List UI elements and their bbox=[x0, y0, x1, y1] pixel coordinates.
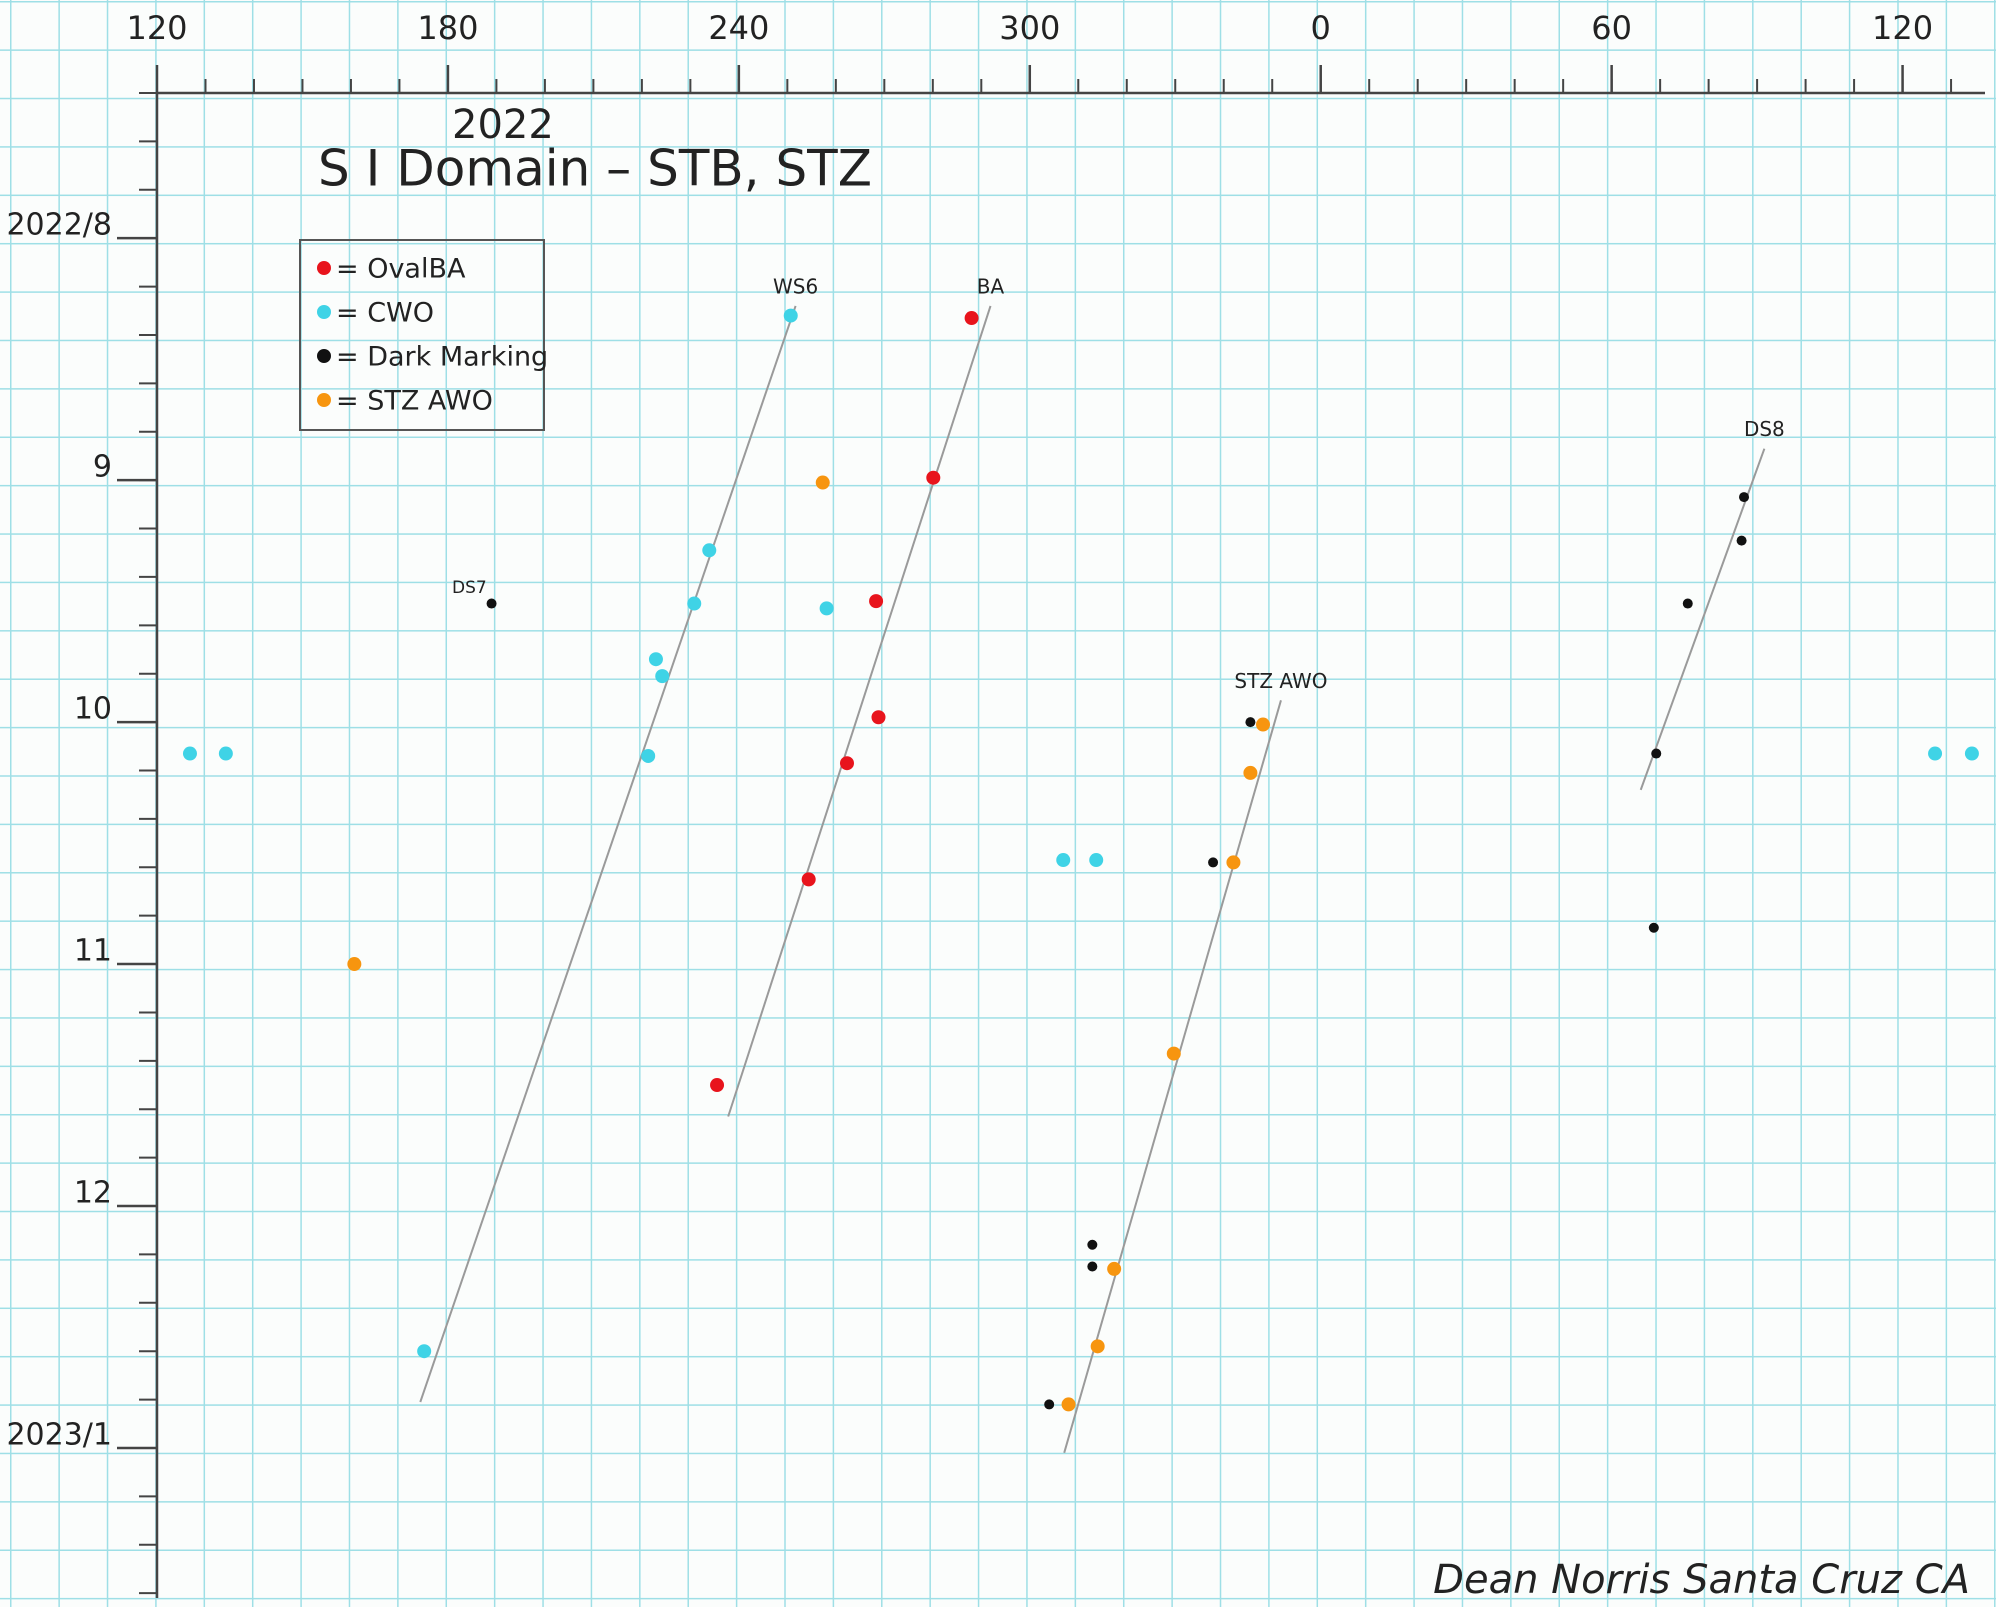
point bbox=[486, 598, 497, 609]
x-tick-label: 180 bbox=[417, 9, 478, 47]
point bbox=[1243, 765, 1258, 780]
point bbox=[815, 475, 830, 490]
point bbox=[1087, 1261, 1098, 1272]
legend-label: = STZ AWO bbox=[336, 386, 493, 417]
annotation: DS7 bbox=[452, 578, 487, 598]
point bbox=[964, 311, 979, 326]
legend-marker bbox=[317, 349, 331, 363]
trend-line bbox=[1063, 700, 1282, 1454]
trend-line-label: BA bbox=[977, 274, 1005, 298]
x-tick-label: 120 bbox=[126, 9, 187, 47]
x-tick-label: 60 bbox=[1591, 9, 1632, 47]
signature: Dean Norris Santa Cruz CA bbox=[1433, 1557, 1970, 1603]
chart-title: 2022 bbox=[452, 102, 554, 148]
trend-line-label: DS8 bbox=[1744, 417, 1785, 441]
point bbox=[801, 872, 816, 887]
point bbox=[926, 470, 941, 485]
point bbox=[1928, 746, 1943, 761]
point bbox=[1166, 1046, 1181, 1061]
point bbox=[687, 596, 702, 611]
x-tick-label: 0 bbox=[1311, 9, 1331, 47]
point bbox=[347, 957, 362, 972]
point bbox=[1089, 853, 1104, 868]
legend-label: = CWO bbox=[336, 298, 434, 329]
point bbox=[1651, 748, 1662, 759]
trend-line-label: WS6 bbox=[773, 274, 818, 298]
y-tick-label: 2023/1 bbox=[6, 1417, 112, 1452]
point bbox=[1090, 1339, 1105, 1354]
point bbox=[182, 746, 197, 761]
x-tick-label: 300 bbox=[999, 9, 1060, 47]
point bbox=[1648, 922, 1659, 933]
point bbox=[1245, 717, 1256, 728]
legend-label: = Dark Marking bbox=[336, 342, 548, 373]
point bbox=[1226, 855, 1241, 870]
point bbox=[1056, 853, 1071, 868]
point bbox=[783, 308, 798, 323]
point bbox=[1964, 746, 1979, 761]
y-tick-label: 11 bbox=[74, 934, 112, 969]
trend-line-label: STZ AWO bbox=[1234, 669, 1327, 693]
point bbox=[1107, 1261, 1122, 1276]
legend-box bbox=[299, 239, 545, 431]
point bbox=[869, 594, 884, 609]
point bbox=[710, 1078, 725, 1093]
trend-line bbox=[419, 305, 797, 1403]
legend-label: = OvalBA bbox=[336, 254, 466, 285]
trend-line bbox=[727, 305, 992, 1117]
point bbox=[1061, 1397, 1076, 1412]
point bbox=[1208, 857, 1219, 868]
point bbox=[655, 669, 670, 684]
x-tick-label: 120 bbox=[1872, 9, 1933, 47]
point bbox=[871, 710, 886, 725]
point bbox=[1682, 598, 1693, 609]
point bbox=[1256, 717, 1271, 732]
point bbox=[1739, 492, 1750, 503]
point bbox=[819, 601, 834, 616]
x-tick-label: 240 bbox=[708, 9, 769, 47]
chart-subtitle: S I Domain – STB, STZ bbox=[318, 140, 872, 198]
point bbox=[641, 748, 656, 763]
trend-line bbox=[1639, 448, 1766, 791]
y-tick-label: 10 bbox=[74, 692, 112, 727]
legend-marker bbox=[317, 261, 331, 275]
point bbox=[1736, 535, 1747, 546]
point bbox=[648, 652, 663, 667]
y-tick-label: 2022/8 bbox=[6, 208, 112, 243]
point bbox=[1087, 1239, 1098, 1250]
y-tick-label: 12 bbox=[74, 1176, 112, 1211]
point bbox=[839, 756, 854, 771]
legend-marker bbox=[317, 393, 331, 407]
point bbox=[702, 543, 717, 558]
legend-marker bbox=[317, 305, 331, 319]
point bbox=[1044, 1399, 1055, 1410]
y-tick-label: 9 bbox=[93, 450, 112, 485]
point bbox=[218, 746, 233, 761]
point bbox=[417, 1344, 432, 1359]
